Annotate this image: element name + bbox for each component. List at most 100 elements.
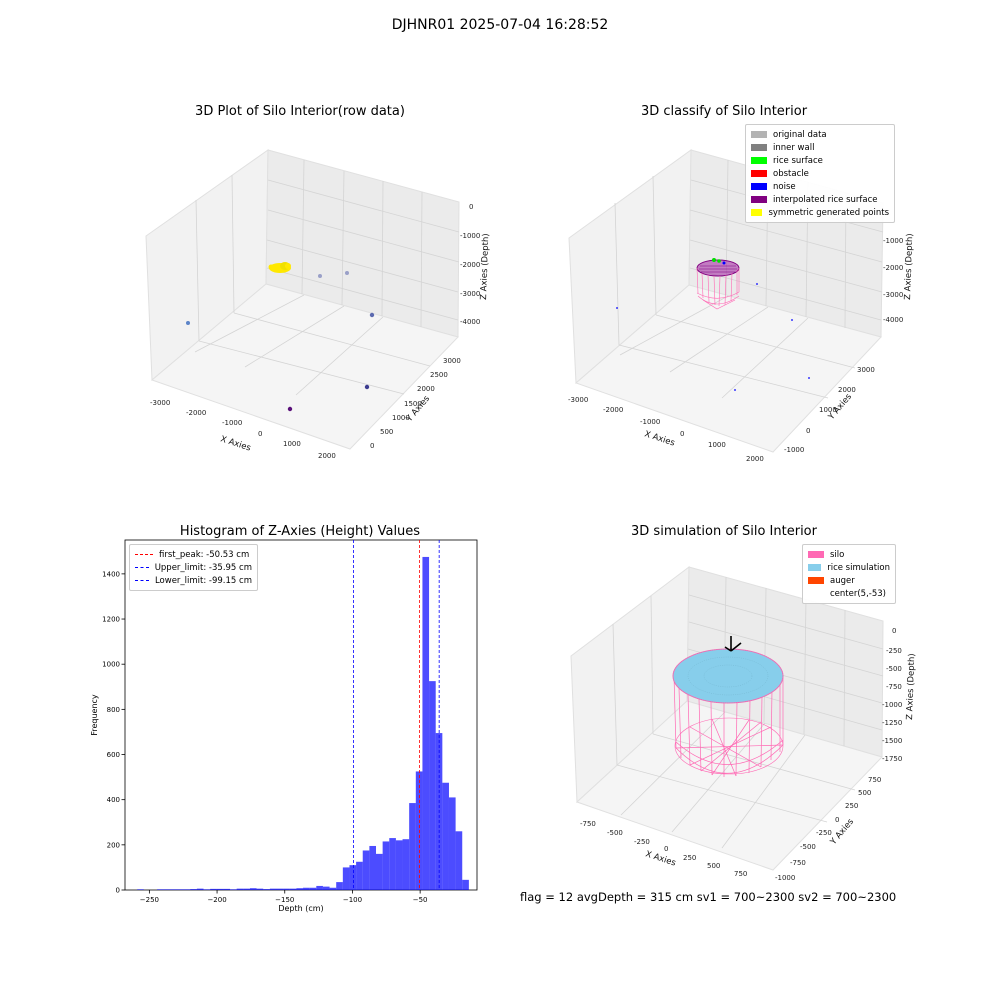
simulation-ytick-1: -750 <box>790 859 806 867</box>
classify-xtick-3: 0 <box>680 430 684 438</box>
legend-entry: inner wall <box>751 141 889 154</box>
legend-swatch <box>808 577 824 584</box>
histogram-bar <box>296 888 304 890</box>
histogram-bar <box>322 886 330 890</box>
raw-floor-pane <box>151 283 459 450</box>
classify-ylabel: Y Axies <box>826 392 854 423</box>
legend-entry: noise <box>751 180 889 193</box>
legend-entry: Lower_limit: -99.15 cm <box>135 574 252 587</box>
classify-xtick-2: -1000 <box>640 418 660 426</box>
histogram-bar <box>243 888 250 890</box>
legend-entry: center(5,-53) <box>808 587 890 600</box>
histogram-bar <box>230 889 237 890</box>
histogram-bar <box>183 889 191 890</box>
classify-ytick-4: 3000 <box>857 366 875 374</box>
histogram-bar <box>382 841 390 890</box>
simulation-xtick-6: 750 <box>734 870 747 878</box>
legend-entry: Upper_limit: -35.95 cm <box>135 561 252 574</box>
simulation-center-marker <box>724 636 742 652</box>
histogram-bar <box>256 888 264 890</box>
classify-silo-wireframe <box>696 258 740 310</box>
histogram-ytick-label: 600 <box>107 751 120 759</box>
raw-ytick-1: 500 <box>380 428 393 436</box>
raw-point <box>287 406 293 412</box>
histogram-ylabel: Frequency <box>90 694 99 736</box>
classify-xlabel: X Axies <box>643 429 676 448</box>
histogram-bar <box>336 882 343 890</box>
simulation-ztick-4: -1000 <box>882 701 902 709</box>
histogram-bar <box>356 861 363 890</box>
raw-xtick-2: -1000 <box>222 419 242 427</box>
raw-ztick-0: 0 <box>469 203 473 211</box>
simulation-ztick-6: -1500 <box>882 737 902 745</box>
histogram-bar <box>276 888 284 890</box>
legend-line <box>135 554 153 555</box>
histogram-legend: first_peak: -50.53 cm Upper_limit: -35.9… <box>129 544 258 591</box>
simulation-xtick-4: 250 <box>683 854 696 862</box>
histogram-bar <box>435 733 443 890</box>
legend-swatch <box>751 157 767 164</box>
raw-point <box>364 384 370 390</box>
raw-yellow-cluster <box>268 262 291 273</box>
histogram-bar <box>429 681 436 890</box>
histogram-bar <box>309 887 317 890</box>
simulation-ytick-3: -250 <box>816 829 832 837</box>
histogram-bar <box>163 889 171 890</box>
legend-swatch <box>751 131 767 138</box>
simulation-silo <box>672 648 784 777</box>
simulation-ztick-2: -500 <box>886 665 902 673</box>
raw-point <box>318 274 322 278</box>
histogram-bar <box>196 888 204 890</box>
legend-swatch <box>751 196 767 203</box>
legend-entry: silo <box>808 548 890 561</box>
histogram-bar <box>283 888 290 890</box>
legend-entry: rice simulation <box>808 561 890 574</box>
classify-xtick-1: -2000 <box>603 406 623 414</box>
simulation-ytick-4: 0 <box>835 816 839 824</box>
simulation-ytick-5: 250 <box>845 802 858 810</box>
histogram-bar <box>342 867 350 890</box>
simulation-xtick-3: 0 <box>664 845 668 853</box>
histogram-ytick-label: 0 <box>116 887 120 895</box>
legend-entry: auger <box>808 574 890 587</box>
simulation-legend: silo rice simulation auger center(5,-53) <box>802 544 896 604</box>
raw-ytick-5: 2500 <box>430 371 448 379</box>
histogram-xtick-label: −200 <box>207 896 226 904</box>
histogram-bar <box>409 803 416 890</box>
classify-ztick-2: -2000 <box>883 264 903 272</box>
histogram-bar <box>362 850 370 890</box>
legend-swatch <box>751 144 767 151</box>
histogram-bar <box>223 888 231 890</box>
raw-ytick-6: 3000 <box>443 357 461 365</box>
simulation-panel-title: 3D simulation of Silo Interior <box>631 524 817 539</box>
classify-xtick-5: 2000 <box>746 455 764 463</box>
raw-point <box>186 321 190 325</box>
histogram-yticks: 0 200 400 600 800 1000 1200 1400 <box>102 570 125 895</box>
simulation-zlabel: Z Axies (Depth) <box>905 653 917 720</box>
simulation-ylabel: Y Axies <box>828 817 856 848</box>
histogram-bar <box>190 889 197 890</box>
histogram-bar <box>395 840 403 890</box>
raw-panel-title: 3D Plot of Silo Interior(row data) <box>195 104 405 119</box>
simulation-xtick-2: -250 <box>634 838 650 846</box>
histogram-bar <box>263 889 270 890</box>
classify-xtick-0: -3000 <box>568 396 588 404</box>
histogram-bar <box>389 838 396 890</box>
histogram-bar <box>269 888 277 890</box>
histogram-bar <box>203 889 211 890</box>
classify-ztick-1: -1000 <box>883 237 903 245</box>
histogram-bar <box>137 889 144 890</box>
raw-ztick-2: -2000 <box>460 261 480 269</box>
simulation-ztick-5: -1250 <box>882 719 902 727</box>
histogram-bar <box>289 888 297 890</box>
classify-ytick-2: 1000 <box>819 406 837 414</box>
legend-swatch <box>751 170 767 177</box>
simulation-ztick-7: -1750 <box>882 755 902 763</box>
legend-line <box>135 580 149 581</box>
histogram-xlabel: Depth (cm) <box>278 904 323 913</box>
classify-xtick-4: 1000 <box>708 441 726 449</box>
histogram-bar <box>236 888 244 890</box>
classify-ytick-1: 0 <box>806 427 810 435</box>
histogram-bar <box>216 888 224 890</box>
simulation-ytick-7: 750 <box>868 776 881 784</box>
